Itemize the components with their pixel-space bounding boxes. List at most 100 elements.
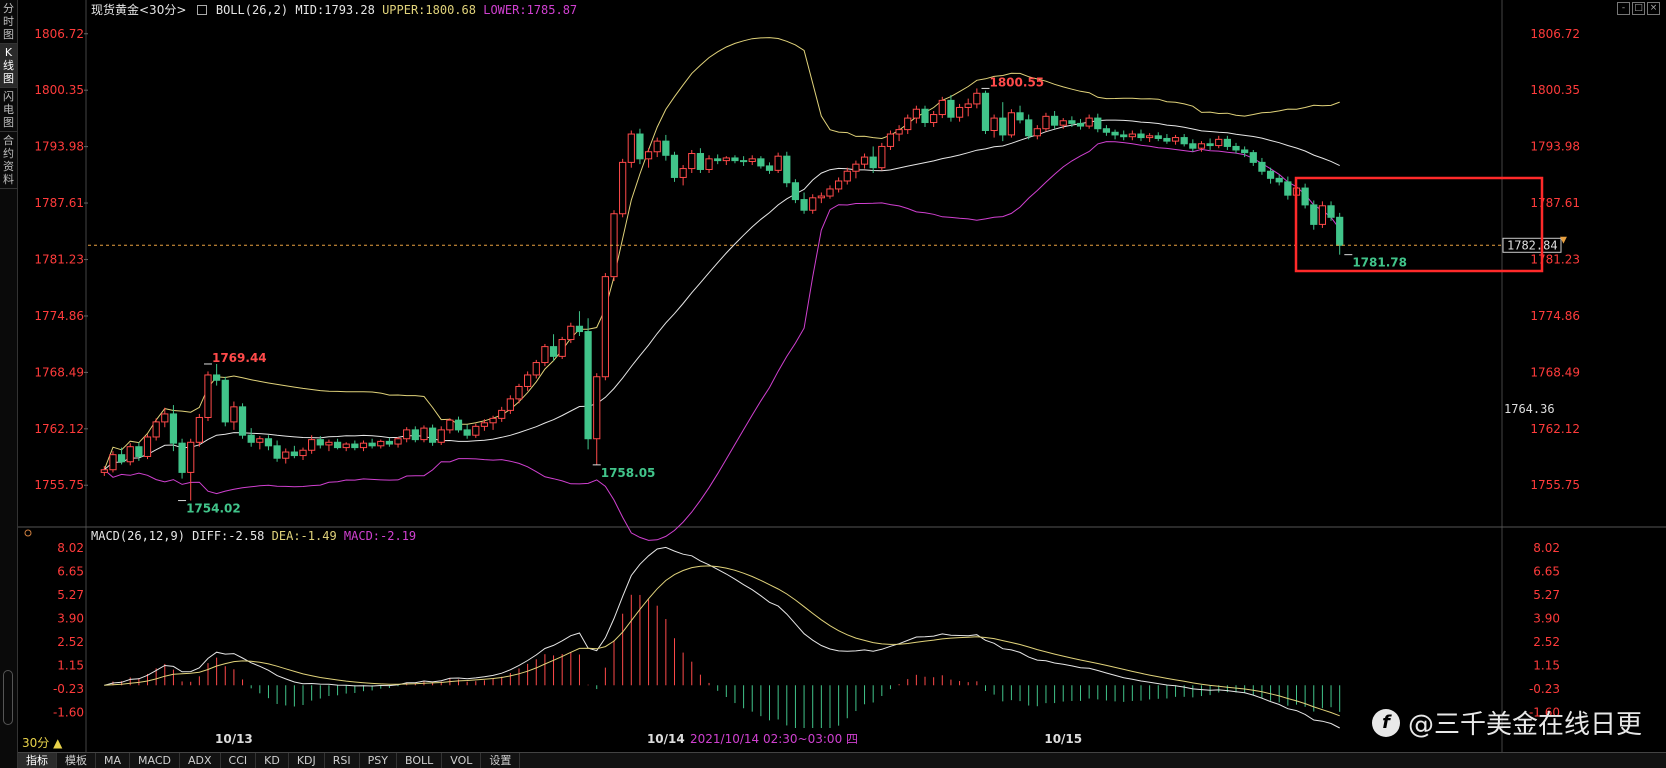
tab-flash-chart[interactable]: 闪 电 图 (0, 88, 17, 132)
candle-body (558, 339, 566, 357)
candle-body (1094, 117, 1102, 130)
candle-body (403, 429, 411, 440)
macd-tick-left: 2.52 (57, 635, 84, 649)
macd-diff: DIFF:-2.58 (192, 529, 265, 543)
tab-settings[interactable]: 设置 (481, 753, 521, 768)
tab-kd[interactable]: KD (256, 753, 289, 768)
macd-axis: 8.02 8.02 6.65 6.65 5.27 5.27 3.90 3.90 2.52 2.52… (53, 541, 1560, 719)
candle-body (1275, 177, 1283, 183)
window-buttons: - □ × (1617, 2, 1660, 15)
maximize-button[interactable]: □ (1632, 2, 1645, 15)
candle-body (454, 419, 463, 431)
candle-body (1137, 133, 1145, 139)
candle-body (377, 440, 385, 447)
macd-tick-left: 5.27 (57, 588, 84, 602)
candle-body (385, 440, 394, 445)
candle-body (575, 325, 584, 333)
candle-body (800, 199, 808, 211)
candle-body (489, 417, 497, 424)
candle-body (1223, 138, 1231, 147)
left-scroll-handle[interactable] (3, 670, 13, 725)
candle-body (325, 441, 333, 446)
tab-macd[interactable]: MACD (130, 753, 180, 768)
candle-body (549, 346, 558, 357)
tab-rsi[interactable]: RSI (325, 753, 360, 768)
current-price-box (1502, 237, 1562, 253)
candle-body (567, 325, 575, 341)
macd-label: MACD(26,12,9) (91, 529, 185, 543)
pane-settings-icon (24, 529, 32, 537)
candle-body (947, 99, 955, 118)
highlight-box (1294, 176, 1544, 273)
boll-icon (196, 5, 207, 15)
tab-boll[interactable]: BOLL (397, 753, 443, 768)
price-marker-icon: ▼ (1560, 235, 1567, 245)
candle-body (739, 160, 748, 163)
candle-body (230, 406, 238, 423)
macd-tick-left: -0.23 (53, 682, 84, 696)
macd-tick-left: 3.90 (57, 612, 84, 626)
chart-title: 现货黄金<30分> (91, 3, 187, 17)
chart-frame (18, 0, 1666, 752)
price-annotation: 1758.05 (601, 466, 656, 480)
candle-body (308, 439, 316, 451)
candle-body (1241, 149, 1249, 154)
period-button[interactable]: 30分 ▲ (22, 736, 63, 750)
candle-body (126, 446, 134, 463)
price-tick-right: 1768.49 (1530, 365, 1580, 379)
candle-body (282, 451, 290, 459)
candle-body (420, 427, 428, 441)
macd-tick-right: 2.52 (1533, 635, 1560, 649)
tab-adx[interactable]: ADX (180, 753, 221, 768)
candle-body (515, 385, 523, 400)
candle-body (437, 429, 445, 443)
candle-body (247, 434, 255, 443)
macd-tick-left: 8.02 (57, 541, 84, 555)
close-button[interactable]: × (1647, 2, 1660, 15)
tab-contract-info[interactable]: 合 约 资 料 (0, 132, 17, 189)
macd-tick-right: -1.60 (1529, 706, 1560, 720)
x-axis: 10/13 10/14 10/15 2021/10/14 02:30~03:00 四 (215, 732, 1082, 746)
indicator-tab-bar: 指标 模板 MA MACD ADX CCI KD KDJ RSI PSY BOL… (18, 752, 1666, 768)
candle-body (722, 157, 730, 162)
candle-body (1258, 161, 1266, 172)
price-tick-left: 1781.23 (34, 253, 84, 267)
minimize-button[interactable]: - (1617, 2, 1630, 15)
macd-tick-right: 6.65 (1533, 565, 1560, 579)
candle-body (1180, 137, 1188, 145)
candle-body (1336, 216, 1344, 246)
tab-indicator[interactable]: 指标 (18, 753, 57, 768)
tab-time-chart[interactable]: 分 时 图 (0, 0, 17, 44)
candle-body (835, 180, 843, 190)
macd-lines (104, 546, 1340, 729)
price-annotation: 1754.02 (186, 502, 241, 516)
candle-body (636, 133, 644, 160)
macd-tick-left: -1.60 (53, 706, 84, 720)
candle-body (299, 449, 307, 457)
macd-dea: DEA:-1.49 (271, 529, 337, 543)
tab-ma[interactable]: MA (96, 753, 131, 768)
candle-body (1068, 120, 1076, 124)
candle-body (204, 374, 212, 418)
candle-body (1033, 128, 1041, 137)
boll-upper-line (103, 37, 1340, 470)
candle-body (921, 108, 929, 124)
tab-cci[interactable]: CCI (221, 753, 257, 768)
price-tick-left: 1774.86 (34, 309, 84, 323)
tab-psy[interactable]: PSY (360, 753, 397, 768)
tab-kdj[interactable]: KDJ (289, 753, 325, 768)
candle-body (117, 454, 126, 463)
candle-body (143, 436, 152, 457)
tab-template[interactable]: 模板 (57, 753, 96, 768)
candle-body (757, 158, 765, 167)
price-annotations: 1769.44 1754.02 1758.05 1800.55 1781.78 (178, 75, 1407, 516)
candle-body (1050, 115, 1059, 126)
candle-body (1327, 205, 1335, 218)
candle-body (264, 438, 273, 447)
tab-kline-chart[interactable]: K 线 图 (0, 44, 17, 88)
tab-vol[interactable]: VOL (442, 753, 482, 768)
candle-body (213, 374, 221, 381)
candle-body (765, 165, 774, 171)
candle-body (1025, 119, 1033, 137)
